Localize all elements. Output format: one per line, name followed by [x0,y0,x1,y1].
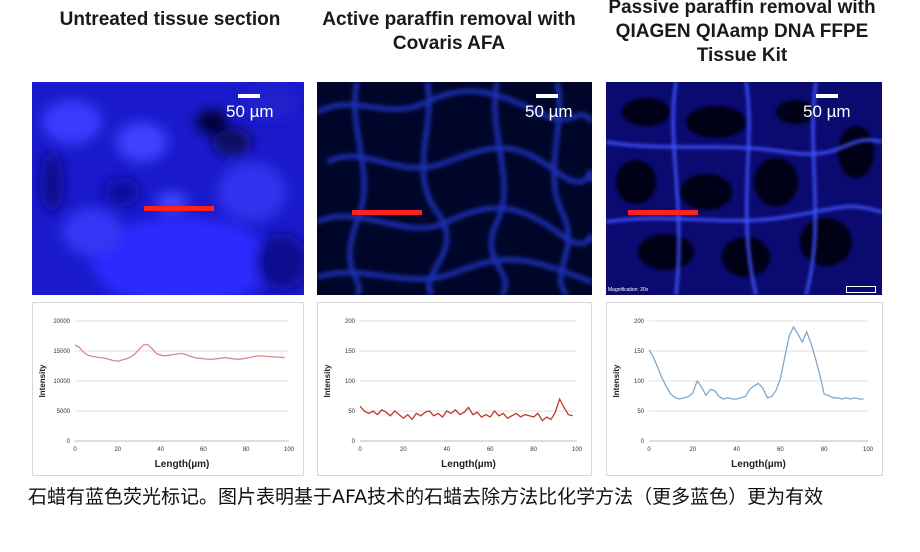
intensity-chart-qiagen: 0 50 100 150 200 0 20 40 60 80 100 Length(µm) Intens… [606,302,883,476]
x-tick-label: 60 [200,447,207,453]
micrograph-qiagen-image [606,82,882,295]
profile-line-marker [352,210,422,215]
micrograph-qiagen: 50 µm Magnification: 20x [606,82,882,295]
micro-scale-box [846,286,876,293]
y-axis-label: Intensity [38,364,47,397]
y-tick-label: 15000 [53,349,70,355]
intensity-chart-untreated: 0 5000 10000 15000 20000 0 20 40 60 80 100 Length(µ… [32,302,304,476]
x-tick-label: 0 [358,447,362,453]
scale-label: 50 µm [226,102,274,121]
scale-bar [536,94,558,98]
intensity-chart-svg: 0 50 100 150 200 0 20 40 60 80 100 Length(µm) Intens… [323,319,583,470]
x-tick-label: 0 [73,447,77,453]
intensity-chart-svg: 0 50 100 150 200 0 20 40 60 80 100 Length(µm) Intens… [612,319,874,470]
scale-label: 50 µm [803,102,851,121]
micrograph-covaris: 50 µm [317,82,592,295]
series-line [359,397,573,422]
y-tick-label: 0 [641,439,645,445]
x-tick-label: 20 [689,447,696,453]
y-tick-label: 150 [634,349,645,355]
x-tick-label: 40 [157,447,164,453]
x-tick-label: 40 [443,447,450,453]
figure-caption: 石蜡有蓝色荧光标记。图片表明基于AFA技术的石蜡去除方法比化学方法（更多蓝色）更… [28,486,824,508]
x-tick-label: 100 [863,447,874,453]
x-tick-label: 20 [114,447,121,453]
x-tick-label: 40 [733,447,740,453]
panel-title-untreated: Untreated tissue section [59,9,281,30]
micrograph-covaris-image [317,82,592,295]
panel-title-qiagen: Passive paraffin removal with QIAGEN QIA… [608,0,876,66]
magnification-text: Magnification: 20x [608,287,649,293]
x-tick-label: 20 [400,447,407,453]
profile-line-marker [628,210,698,215]
series-line [648,325,864,400]
y-tick-label: 20000 [53,319,70,325]
y-tick-label: 100 [345,379,356,385]
x-tick-label: 80 [530,447,537,453]
y-tick-label: 150 [345,349,356,355]
scale-bar [238,94,260,98]
series-line [74,343,285,362]
x-tick-label: 60 [487,447,494,453]
y-tick-label: 0 [352,439,356,445]
x-tick-label: 0 [647,447,651,453]
x-axis-label: Length(µm) [155,459,210,470]
y-tick-label: 5000 [57,409,71,415]
y-tick-label: 50 [348,409,355,415]
profile-line-marker [144,206,214,211]
y-tick-label: 100 [634,379,645,385]
micrograph-untreated: 50 µm [32,82,304,295]
micrograph-untreated-image [32,82,304,295]
intensity-chart-covaris: 0 50 100 150 200 0 20 40 60 80 100 Length(µm) Intens… [317,302,592,476]
y-axis-label: Intensity [323,364,332,397]
x-axis-label: Length(µm) [731,459,786,470]
y-tick-label: 50 [637,409,644,415]
x-tick-label: 100 [572,447,583,453]
y-tick-label: 10000 [53,379,70,385]
y-tick-label: 200 [634,319,645,325]
x-tick-label: 100 [284,447,295,453]
panel-title-covaris: Active paraffin removal with Covaris AFA [322,9,576,54]
x-tick-label: 80 [243,447,250,453]
y-tick-label: 200 [345,319,356,325]
y-tick-label: 0 [67,439,71,445]
x-tick-label: 60 [777,447,784,453]
intensity-chart-svg: 0 5000 10000 15000 20000 0 20 40 60 80 100 Length(µ… [38,319,295,470]
scale-label: 50 µm [525,102,573,121]
x-axis-label: Length(µm) [441,459,496,470]
x-tick-label: 80 [821,447,828,453]
y-axis-label: Intensity [612,364,621,397]
scale-bar [816,94,838,98]
